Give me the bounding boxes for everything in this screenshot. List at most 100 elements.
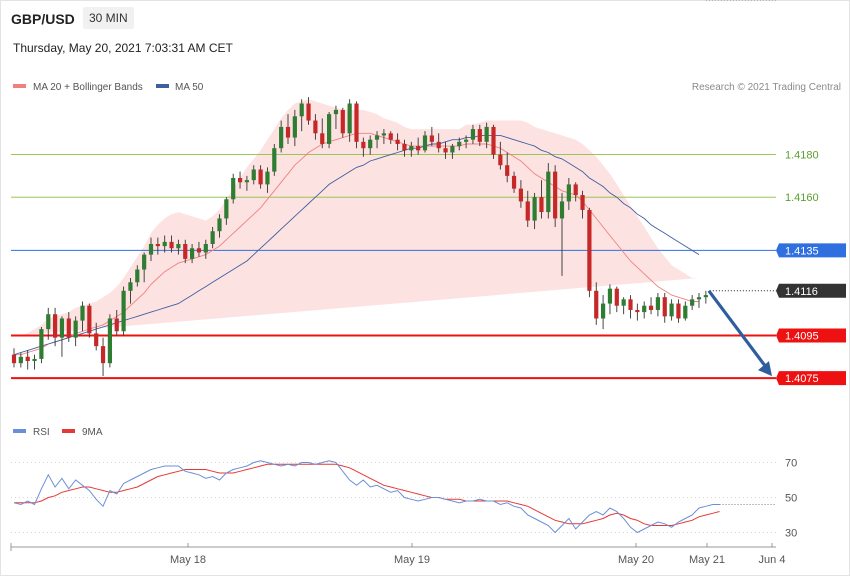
candle xyxy=(580,190,585,219)
price-tag xyxy=(776,328,846,343)
candle xyxy=(429,126,434,147)
candle xyxy=(100,337,106,376)
copyright-label: Research © 2021 Trading Central xyxy=(692,82,841,93)
candle xyxy=(566,178,571,210)
candle xyxy=(46,307,51,340)
candle-body xyxy=(368,139,373,149)
candle-body xyxy=(87,305,92,334)
candle xyxy=(498,141,503,170)
candle-body xyxy=(354,103,359,142)
candle xyxy=(128,278,133,304)
candle xyxy=(546,163,551,219)
rsi-ma-legend-swatch xyxy=(62,429,75,433)
candle xyxy=(285,114,291,144)
candle xyxy=(361,137,366,157)
candle-body xyxy=(669,303,674,317)
price-tag-label: 1.4116 xyxy=(785,286,818,298)
ma50-legend-swatch xyxy=(156,84,169,88)
candle xyxy=(272,143,277,176)
candle-body xyxy=(648,305,654,310)
candle xyxy=(251,165,256,185)
resistance-label: 1.4180 xyxy=(785,150,819,162)
candle xyxy=(690,295,695,310)
candle xyxy=(683,301,688,321)
candle xyxy=(265,167,270,193)
candle-body xyxy=(457,141,462,147)
candle xyxy=(436,133,441,153)
price-levels: 1.4180 1.4160 1.4135 1.4116 1.4095 1.4075 xyxy=(11,0,846,386)
candle-body xyxy=(539,197,544,213)
price-tag xyxy=(776,243,846,258)
candle-body xyxy=(196,248,202,253)
candle-body xyxy=(690,299,695,306)
timeframe-button[interactable]: 30 MIN xyxy=(83,7,134,29)
candle xyxy=(244,175,249,191)
candle-body xyxy=(443,148,448,153)
candle xyxy=(25,350,30,370)
candle xyxy=(217,214,222,238)
candle-body xyxy=(142,254,147,270)
candle-body xyxy=(292,116,297,138)
rsi-tick-label: 50 xyxy=(785,493,797,505)
candle xyxy=(416,137,421,155)
candle-body xyxy=(662,297,667,317)
candle xyxy=(662,292,667,323)
candle-body xyxy=(395,139,400,144)
candle-body xyxy=(477,129,482,142)
candle-body xyxy=(553,171,558,219)
rsi-tick-label: 70 xyxy=(785,458,797,470)
candle-body xyxy=(422,135,428,151)
candle-body xyxy=(566,184,571,202)
candle-body xyxy=(224,199,229,219)
candle-body xyxy=(532,197,537,221)
candle xyxy=(237,171,243,189)
candle-body xyxy=(464,139,469,142)
ma50-line xyxy=(13,134,700,356)
candle-body xyxy=(450,146,455,153)
ma20-legend-swatch xyxy=(13,84,26,88)
candle xyxy=(327,112,332,149)
candle-body xyxy=(100,346,106,364)
candle xyxy=(374,131,380,149)
candle-body xyxy=(210,231,215,244)
candle xyxy=(477,124,482,147)
candle xyxy=(450,143,455,159)
candle xyxy=(491,124,496,159)
rsi-ma-line xyxy=(14,463,720,526)
candle-body xyxy=(361,141,366,149)
candle-body xyxy=(559,201,565,219)
rsi-panel: 30 50 70 xyxy=(11,458,797,540)
candle-body xyxy=(676,303,681,319)
candle xyxy=(655,292,660,317)
candle xyxy=(703,290,708,304)
candle-body xyxy=(594,290,599,319)
rsi-ma-legend-label: 9MA xyxy=(82,427,103,438)
candle-body xyxy=(491,126,496,155)
candle xyxy=(203,239,208,259)
candle-body xyxy=(183,243,188,259)
candle xyxy=(320,118,325,149)
candle-body xyxy=(39,329,44,359)
candle xyxy=(621,297,626,315)
candle xyxy=(409,141,414,157)
candle xyxy=(381,129,386,144)
candle xyxy=(59,316,65,357)
candle xyxy=(162,235,167,253)
candle-body xyxy=(203,243,208,253)
rsi-tick-label: 30 xyxy=(785,528,797,540)
candle-body xyxy=(176,243,181,249)
x-tick-label: Jun 4 xyxy=(759,554,786,566)
candle-body xyxy=(340,109,345,134)
candle-body xyxy=(155,243,160,247)
candle-body xyxy=(285,126,291,138)
candle xyxy=(347,99,352,142)
projection-arrow xyxy=(707,289,772,377)
candle xyxy=(313,114,318,140)
candle xyxy=(395,133,400,151)
candle xyxy=(594,282,599,325)
price-tag-label: 1.4135 xyxy=(785,245,819,257)
candle xyxy=(148,237,154,262)
x-tick-label: May 18 xyxy=(170,554,206,566)
price-tag xyxy=(776,371,846,386)
